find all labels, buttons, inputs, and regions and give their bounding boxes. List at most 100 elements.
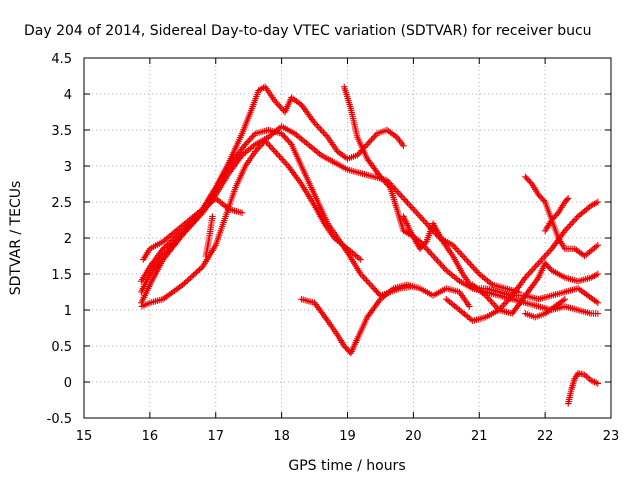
data-point bbox=[243, 139, 251, 147]
data-point bbox=[364, 278, 372, 286]
data-point bbox=[528, 268, 535, 275]
data-point bbox=[564, 224, 572, 231]
data-point bbox=[277, 154, 285, 162]
series-track-15 bbox=[564, 370, 602, 407]
data-point bbox=[278, 130, 285, 137]
data-point bbox=[281, 133, 288, 140]
data-point bbox=[418, 215, 426, 222]
data-point bbox=[261, 137, 269, 144]
data-point bbox=[361, 275, 369, 282]
data-point bbox=[179, 281, 187, 288]
data-point bbox=[369, 135, 377, 142]
data-point bbox=[366, 280, 373, 287]
x-tick-label: 23 bbox=[603, 429, 620, 444]
data-point bbox=[245, 138, 252, 145]
data-point bbox=[318, 127, 326, 134]
data-point bbox=[266, 142, 273, 149]
data-point bbox=[191, 270, 199, 277]
data-point bbox=[441, 265, 449, 272]
x-tick-label: 18 bbox=[273, 429, 290, 444]
data-point bbox=[187, 274, 194, 282]
data-point bbox=[256, 143, 263, 151]
data-point bbox=[431, 254, 438, 261]
data-point bbox=[284, 136, 291, 143]
data-point bbox=[464, 258, 471, 265]
plot-frame bbox=[83, 57, 612, 419]
data-point bbox=[277, 104, 284, 111]
data-point bbox=[274, 101, 282, 108]
data-point bbox=[536, 258, 544, 265]
data-point bbox=[367, 282, 375, 289]
data-point bbox=[162, 242, 170, 250]
data-point bbox=[525, 271, 532, 278]
data-point bbox=[276, 102, 283, 110]
data-point bbox=[435, 259, 443, 266]
data-point bbox=[544, 250, 551, 257]
data-point bbox=[285, 138, 292, 145]
data-point bbox=[467, 261, 474, 268]
data-point bbox=[354, 152, 361, 159]
data-point bbox=[452, 245, 460, 252]
data-point bbox=[400, 142, 407, 150]
data-point bbox=[190, 271, 197, 279]
series-track-5 bbox=[138, 137, 364, 310]
data-point bbox=[249, 133, 256, 140]
y-tick-label: -0.5 bbox=[47, 412, 72, 427]
data-point bbox=[540, 197, 548, 204]
data-point bbox=[368, 136, 375, 143]
data-point bbox=[529, 266, 536, 273]
data-point bbox=[410, 206, 417, 213]
data-point bbox=[408, 204, 416, 211]
data-point bbox=[164, 241, 171, 248]
data-point bbox=[399, 194, 407, 202]
data-point bbox=[184, 277, 191, 284]
data-point bbox=[363, 277, 370, 284]
data-point bbox=[532, 263, 539, 270]
data-point bbox=[567, 221, 574, 228]
data-point bbox=[371, 133, 378, 140]
data-point bbox=[538, 256, 545, 264]
data-point bbox=[584, 374, 592, 381]
series-track-2 bbox=[138, 123, 522, 296]
data-point bbox=[566, 222, 573, 230]
x-tick-label: 20 bbox=[405, 429, 422, 444]
data-point bbox=[286, 139, 294, 147]
data-point bbox=[384, 181, 391, 188]
data-point bbox=[501, 300, 509, 307]
data-point bbox=[462, 256, 470, 263]
data-point bbox=[487, 297, 494, 304]
data-point bbox=[314, 122, 321, 130]
data-point bbox=[378, 175, 386, 182]
data-point bbox=[355, 150, 362, 157]
data-point bbox=[209, 213, 216, 220]
data-point bbox=[317, 126, 324, 133]
data-point bbox=[321, 130, 329, 138]
data-point bbox=[533, 261, 541, 268]
x-tick-label: 16 bbox=[142, 429, 159, 444]
x-tick-labels: 15 16 17 18 19 20 21 22 23 bbox=[76, 429, 620, 444]
data-point bbox=[360, 274, 367, 281]
data-point bbox=[181, 280, 188, 287]
y-tick-label: 2 bbox=[64, 232, 72, 247]
data-point bbox=[564, 195, 572, 202]
data-point bbox=[526, 269, 533, 276]
data-point bbox=[459, 253, 467, 260]
data-point bbox=[320, 129, 327, 136]
data-point bbox=[432, 256, 440, 263]
data-point bbox=[257, 142, 265, 149]
data-point bbox=[489, 300, 497, 307]
data-point bbox=[425, 248, 432, 255]
data-point bbox=[417, 214, 424, 221]
data-point bbox=[253, 146, 260, 154]
data-point bbox=[491, 302, 498, 309]
data-point bbox=[427, 249, 434, 256]
data-point bbox=[254, 145, 262, 152]
data-point bbox=[401, 196, 408, 203]
x-axis-label: GPS time / hours bbox=[288, 458, 405, 474]
data-point bbox=[424, 246, 431, 253]
data-point bbox=[194, 267, 202, 275]
data-point bbox=[159, 245, 167, 252]
data-series bbox=[138, 83, 602, 407]
data-point bbox=[413, 209, 420, 216]
